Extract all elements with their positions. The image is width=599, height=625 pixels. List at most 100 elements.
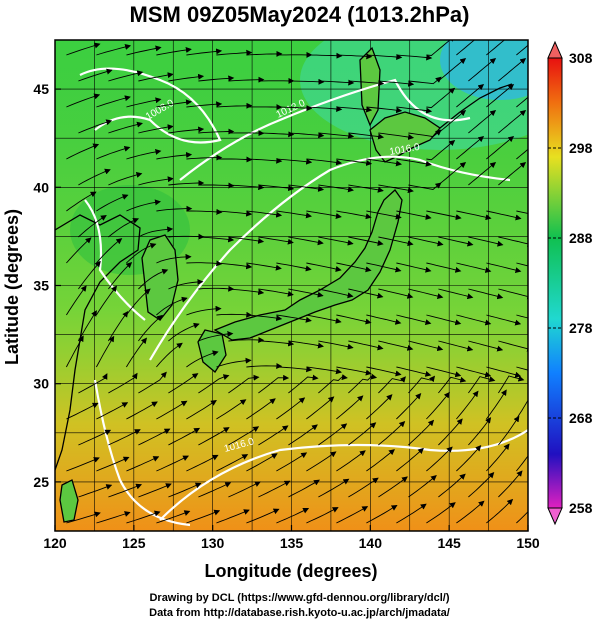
streamline bbox=[186, 208, 223, 215]
streamline bbox=[366, 210, 402, 220]
streamline bbox=[366, 262, 402, 273]
streamline bbox=[198, 331, 234, 342]
streamline bbox=[66, 402, 99, 420]
colorbar-tick-label: 268 bbox=[569, 410, 593, 426]
streamline bbox=[306, 314, 342, 324]
streamline bbox=[378, 236, 414, 247]
streamline bbox=[438, 161, 467, 186]
streamline bbox=[378, 288, 414, 299]
streamline bbox=[246, 210, 283, 218]
streamline bbox=[138, 483, 172, 498]
streamline bbox=[66, 93, 101, 108]
streamline bbox=[96, 335, 115, 368]
streamline bbox=[396, 393, 422, 420]
streamline bbox=[168, 279, 204, 290]
x-tick-label: 120 bbox=[43, 535, 67, 551]
streamline bbox=[216, 102, 253, 109]
contour-label: 1016.0 bbox=[389, 142, 421, 158]
streamline bbox=[438, 109, 467, 134]
streamline bbox=[228, 76, 265, 83]
streamline bbox=[276, 366, 313, 373]
streamline bbox=[306, 451, 337, 472]
streamline bbox=[78, 68, 113, 82]
streamline bbox=[498, 470, 523, 498]
streamline bbox=[276, 210, 312, 219]
streamline bbox=[336, 262, 372, 273]
streamline bbox=[186, 454, 219, 472]
streamline bbox=[378, 184, 414, 194]
streamline bbox=[288, 340, 324, 349]
streamline bbox=[186, 260, 223, 267]
streamline bbox=[228, 481, 261, 498]
wind-streamlines bbox=[66, 40, 528, 524]
streamline bbox=[366, 54, 403, 60]
streamline bbox=[516, 44, 528, 56]
streamline bbox=[66, 191, 97, 212]
streamline bbox=[318, 132, 355, 139]
streamline bbox=[336, 506, 369, 524]
streamline bbox=[486, 366, 522, 378]
streamline bbox=[228, 374, 260, 394]
streamline bbox=[108, 372, 138, 394]
streamline bbox=[318, 184, 354, 193]
streamline bbox=[78, 119, 113, 134]
streamline bbox=[456, 314, 492, 326]
colorbar-tick-label: 258 bbox=[569, 500, 593, 516]
streamline bbox=[96, 456, 130, 472]
streamline bbox=[468, 288, 504, 300]
streamline bbox=[366, 106, 403, 114]
streamline bbox=[486, 210, 522, 221]
streamline bbox=[426, 502, 456, 524]
x-tick-label: 125 bbox=[122, 535, 146, 551]
streamline bbox=[228, 288, 265, 296]
streamline bbox=[78, 429, 112, 446]
streamline bbox=[276, 105, 313, 112]
x-tick-label: 145 bbox=[437, 535, 461, 551]
streamline bbox=[276, 158, 313, 165]
streamline bbox=[408, 419, 435, 446]
streamline bbox=[288, 236, 324, 246]
streamline bbox=[126, 337, 148, 368]
streamline bbox=[108, 70, 144, 82]
streamline bbox=[156, 296, 188, 316]
streamline bbox=[66, 511, 101, 524]
streamline bbox=[408, 76, 442, 85]
streamline bbox=[276, 452, 308, 472]
streamline bbox=[288, 132, 325, 139]
streamline bbox=[336, 210, 372, 220]
streamline bbox=[486, 443, 510, 472]
taiwan bbox=[59, 479, 79, 523]
streamline bbox=[168, 482, 202, 498]
streamline bbox=[186, 305, 222, 316]
streamline bbox=[156, 47, 192, 56]
streamline bbox=[186, 400, 217, 420]
streamline bbox=[288, 374, 319, 394]
credit-drawing: Drawing by DCL (https://www.gfd-dennou.o… bbox=[149, 592, 450, 604]
streamline bbox=[438, 473, 466, 498]
streamline bbox=[408, 375, 436, 394]
china-coast bbox=[55, 214, 141, 471]
streamline bbox=[78, 168, 111, 186]
colorbar-top-arrow bbox=[547, 40, 563, 59]
streamline bbox=[96, 44, 132, 56]
streamline bbox=[366, 158, 402, 167]
y-axis-ticks: 25 30 35 40 45 bbox=[33, 81, 61, 490]
streamline bbox=[156, 205, 193, 212]
streamline bbox=[108, 121, 143, 134]
streamline bbox=[168, 322, 200, 342]
streamline bbox=[426, 262, 462, 273]
streamline bbox=[78, 484, 113, 498]
korea-peninsula bbox=[141, 234, 179, 321]
streamline bbox=[348, 236, 384, 246]
kuril-arc bbox=[439, 83, 513, 129]
streamline bbox=[126, 199, 161, 212]
streamline bbox=[516, 366, 528, 371]
streamline bbox=[468, 57, 497, 82]
streamline bbox=[468, 161, 497, 186]
colorbar-gradient bbox=[547, 57, 563, 509]
streamline bbox=[246, 314, 283, 322]
streamline bbox=[516, 511, 528, 524]
streamline bbox=[156, 400, 188, 420]
isobar-1008 bbox=[79, 67, 222, 144]
